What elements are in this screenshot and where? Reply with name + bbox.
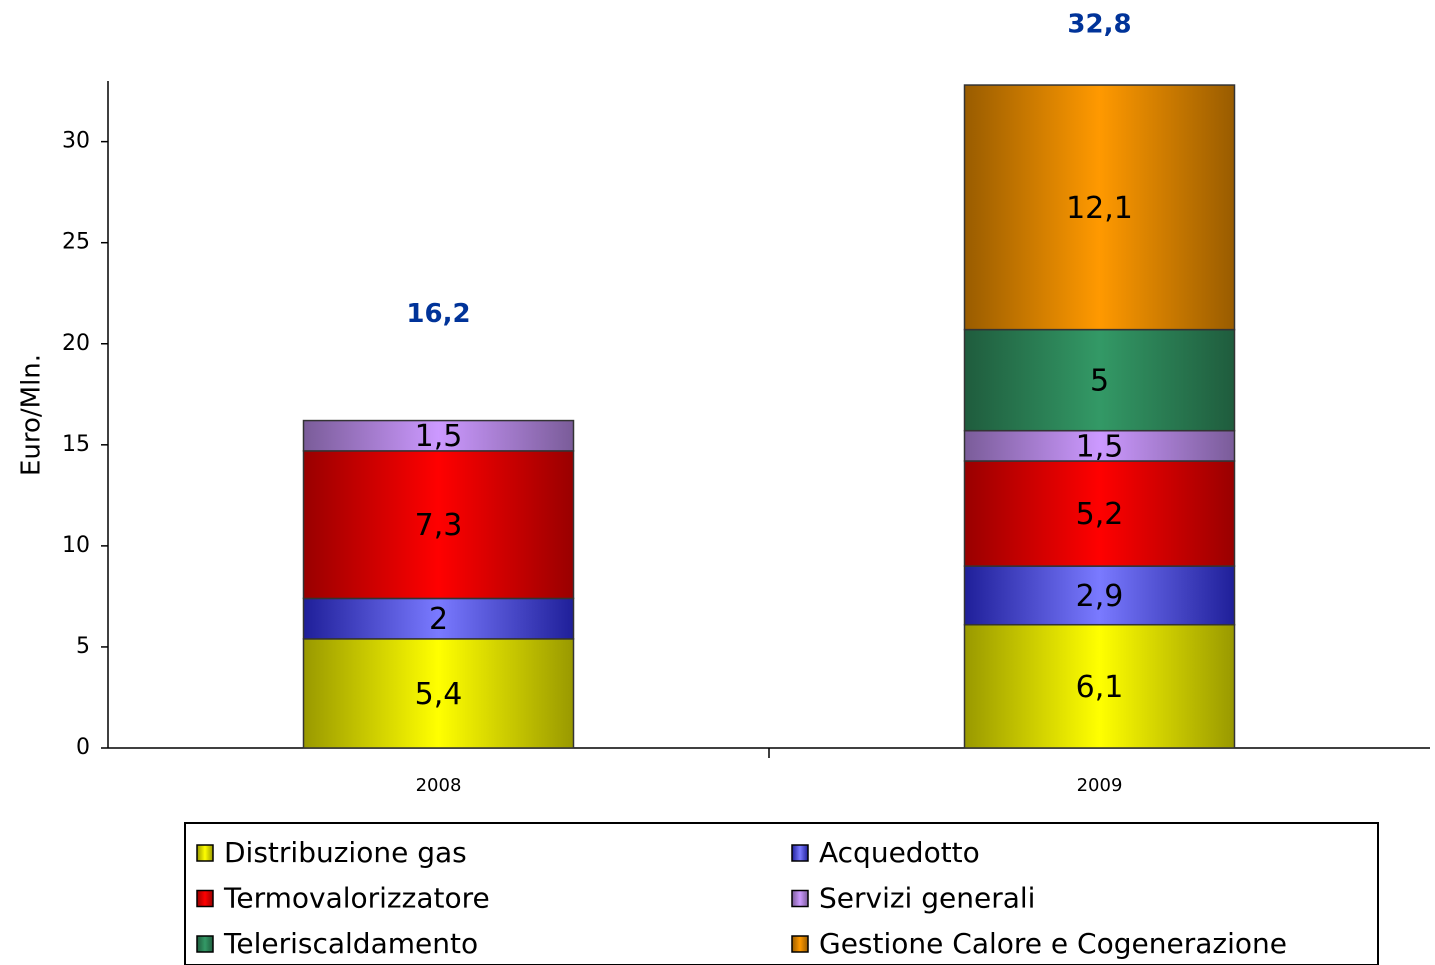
bar-segment bbox=[963, 623, 1236, 749]
legend-label: Servizi generali bbox=[819, 882, 1035, 915]
bar-segment bbox=[302, 597, 575, 640]
y-tick-label: 20 bbox=[62, 331, 90, 356]
y-tick-label: 25 bbox=[62, 230, 90, 255]
legend-label: Gestione Calore e Cogenerazione bbox=[819, 927, 1287, 960]
legend-swatch bbox=[196, 844, 214, 862]
data-label: 7,3 bbox=[415, 508, 463, 543]
legend-swatch bbox=[196, 935, 214, 953]
y-axis-label: Euro/Mln. bbox=[17, 354, 47, 476]
total-label: 16,2 bbox=[406, 299, 470, 329]
bar-segment bbox=[963, 328, 1236, 432]
y-tick-label: 15 bbox=[62, 432, 90, 457]
data-label: 5 bbox=[1090, 364, 1109, 399]
bar-segment bbox=[963, 565, 1236, 626]
data-label: 2,9 bbox=[1076, 579, 1124, 614]
bar-segment bbox=[963, 84, 1236, 331]
data-label: 5,4 bbox=[415, 677, 463, 712]
x-tick-label: 2009 bbox=[1077, 775, 1123, 796]
legend-label: Distribuzione gas bbox=[224, 836, 467, 869]
data-label: 12,1 bbox=[1066, 191, 1133, 226]
data-label: 2 bbox=[429, 602, 448, 637]
legend-label: Acquedotto bbox=[819, 836, 980, 869]
y-tick-label: 30 bbox=[62, 129, 90, 154]
legend-swatch bbox=[791, 935, 809, 953]
data-label: 1,5 bbox=[415, 419, 463, 454]
legend-label: Teleriscaldamento bbox=[223, 927, 478, 960]
x-tick-label: 2008 bbox=[416, 775, 462, 796]
data-label: 1,5 bbox=[1076, 429, 1124, 464]
y-tick-label: 0 bbox=[76, 735, 90, 760]
bar-segment bbox=[963, 429, 1236, 462]
legend-box bbox=[184, 822, 1379, 965]
legend-swatch bbox=[791, 844, 809, 862]
bar-segment bbox=[302, 450, 575, 600]
total-label: 32,8 bbox=[1067, 10, 1131, 40]
y-tick-label: 5 bbox=[76, 634, 90, 659]
legend-swatch bbox=[196, 889, 214, 908]
bar-segment bbox=[302, 419, 575, 452]
bar-segment bbox=[302, 638, 575, 749]
legend-swatch bbox=[791, 889, 809, 908]
legend-label: Termovalorizzatore bbox=[223, 882, 490, 915]
bar-segment bbox=[963, 460, 1236, 567]
y-tick-label: 10 bbox=[62, 533, 90, 558]
data-label: 5,2 bbox=[1076, 497, 1124, 532]
data-label: 6,1 bbox=[1076, 670, 1124, 705]
